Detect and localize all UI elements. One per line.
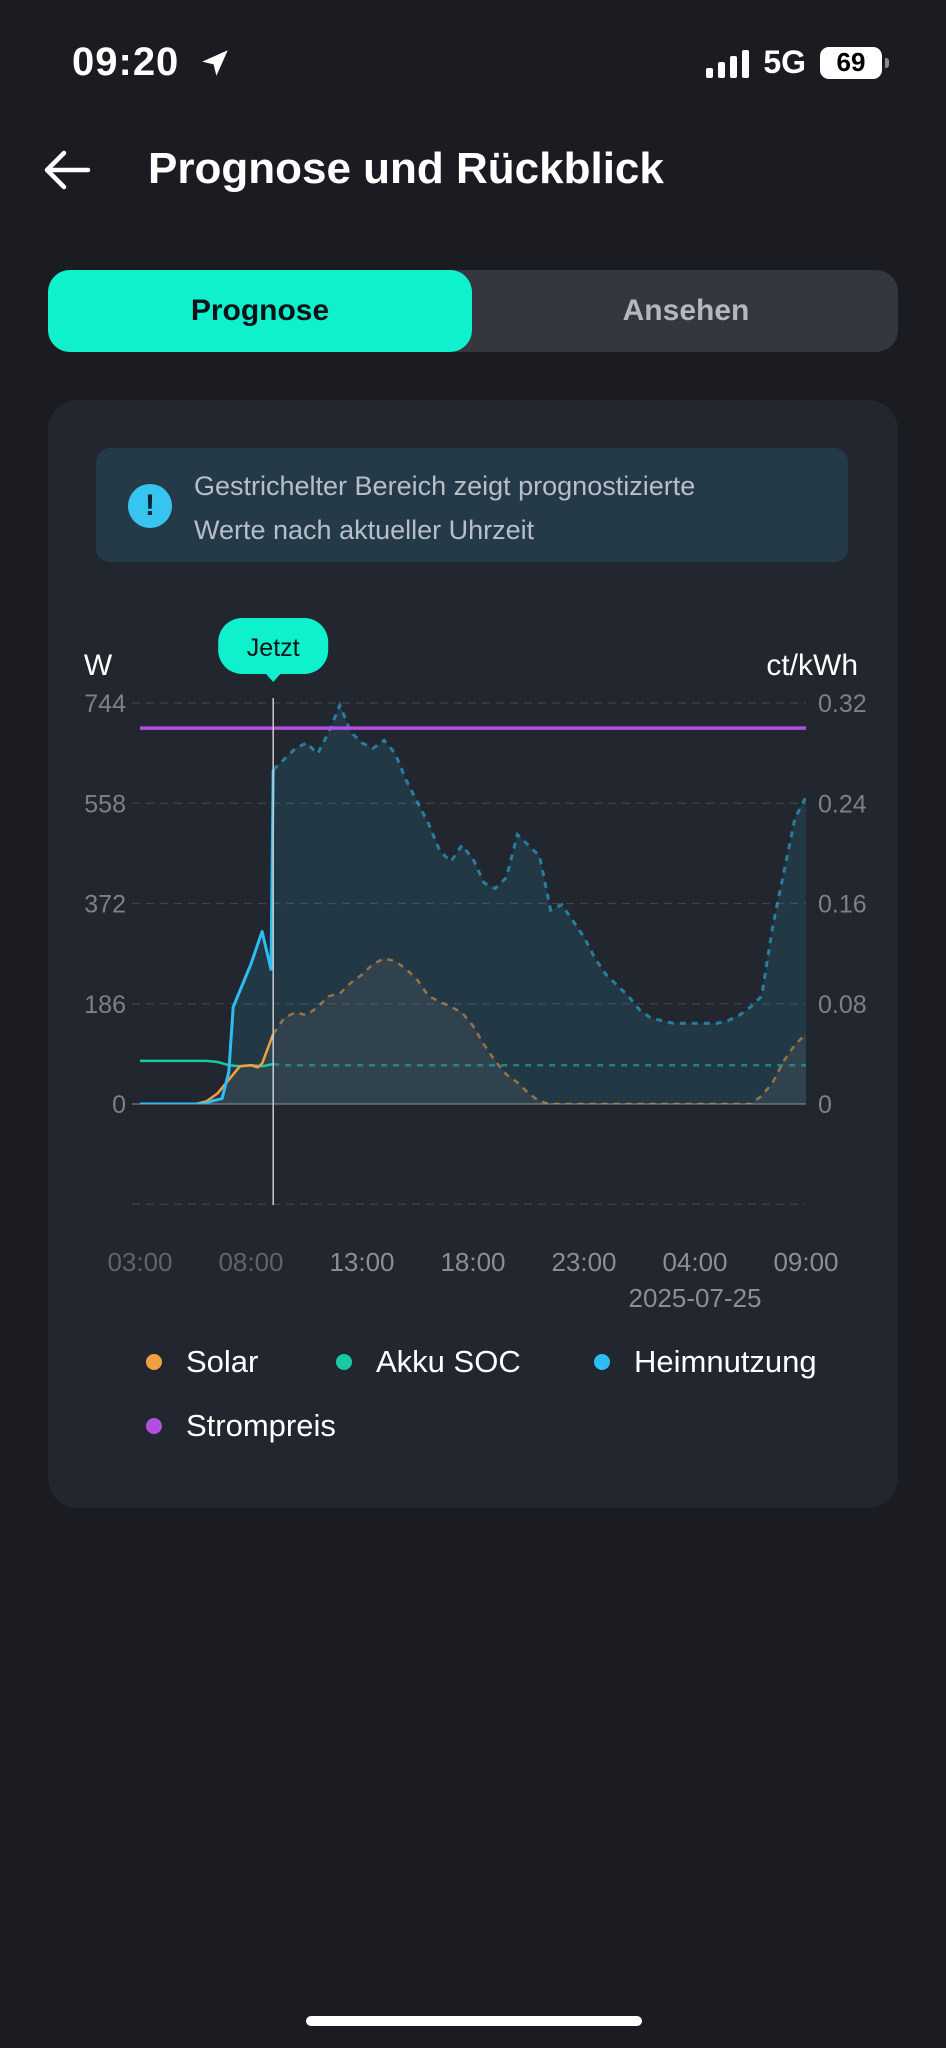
solar-line-forecast: [272, 957, 806, 1104]
status-time: 09:20: [72, 40, 180, 84]
view-switch: Prognose Ansehen: [48, 270, 898, 352]
legend-dot-icon: [146, 1354, 162, 1370]
y-right-tick: 0.16: [818, 891, 867, 919]
header: Prognose und Rückblick: [0, 130, 946, 210]
legend-dot-icon: [146, 1418, 162, 1434]
now-badge-pointer: [265, 673, 282, 682]
y-left-tick: 558: [84, 790, 126, 818]
y-left-tick: 744: [84, 690, 126, 718]
plot-area: [140, 701, 806, 1104]
back-arrow-icon[interactable]: [42, 148, 92, 192]
info-banner: ! Gestrichelter Bereich zeigt prognostiz…: [96, 448, 848, 562]
info-line-1: Gestrichelter Bereich zeigt prognostizie…: [194, 471, 696, 501]
x-tick: 09:00: [773, 1247, 838, 1277]
now-label: Jetzt: [247, 634, 300, 662]
x-tick: 23:00: [551, 1247, 616, 1277]
network-type: 5G: [763, 44, 806, 80]
y-right-tick: 0: [818, 1091, 832, 1119]
legend-solar[interactable]: Solar: [146, 1340, 258, 1384]
y-right-unit: ct/kWh: [766, 649, 858, 682]
x-tick: 18:00: [440, 1247, 505, 1277]
legend-dot-icon: [336, 1354, 352, 1370]
y-left-unit: W: [84, 649, 113, 682]
tab-ansehen[interactable]: Ansehen: [622, 294, 750, 327]
now-badge: [218, 618, 329, 674]
y-right-tick: 0.08: [818, 991, 867, 1019]
y-right-tick: 0.32: [818, 690, 867, 718]
tab-prognose[interactable]: Prognose: [48, 270, 472, 352]
info-text: Gestrichelter Bereich zeigt prognostizie…: [194, 464, 814, 552]
signal-icon: [706, 48, 750, 78]
chart-card: ! Gestrichelter Bereich zeigt prognostiz…: [48, 400, 898, 1508]
location-arrow-icon: [202, 50, 228, 76]
x-tick: 13:00: [329, 1247, 394, 1277]
legend-label: Heimnutzung: [634, 1344, 817, 1379]
y-right-tick: 0.24: [818, 790, 867, 818]
legend-label: Solar: [186, 1344, 259, 1379]
exclamation-icon: !: [128, 484, 172, 528]
page-title: Prognose und Rückblick: [148, 144, 664, 193]
x-tick-date: 2025-07-25: [629, 1283, 762, 1313]
x-tick: 03:00: [107, 1247, 172, 1277]
legend-strompreis[interactable]: Strompreis: [146, 1404, 336, 1448]
solar-area: [140, 958, 806, 1104]
heimnutzung-area: [140, 705, 806, 1104]
home-line-actual: [140, 769, 275, 1104]
y-left-tick: 0: [112, 1091, 126, 1119]
battery-icon: 69: [820, 46, 889, 79]
legend-heimnutzung[interactable]: Heimnutzung: [594, 1340, 817, 1384]
legend-dot-icon: [594, 1354, 610, 1370]
x-tick: 08:00: [218, 1247, 283, 1277]
home-line-forecast: [272, 701, 806, 1025]
legend-label: Strompreis: [186, 1408, 336, 1443]
status-indicators: 5G 69: [706, 44, 889, 81]
home-indicator[interactable]: [306, 2016, 642, 2026]
legend-akku-soc[interactable]: Akku SOC: [336, 1340, 521, 1384]
legend-label: Akku SOC: [376, 1344, 521, 1379]
y-left-tick: 372: [84, 891, 126, 919]
status-bar: 09:20 5G 69: [0, 0, 946, 120]
x-tick: 04:00: [662, 1247, 727, 1277]
y-left-tick: 186: [84, 991, 126, 1019]
info-line-2: Werte nach aktueller Uhrzeit: [194, 515, 535, 545]
